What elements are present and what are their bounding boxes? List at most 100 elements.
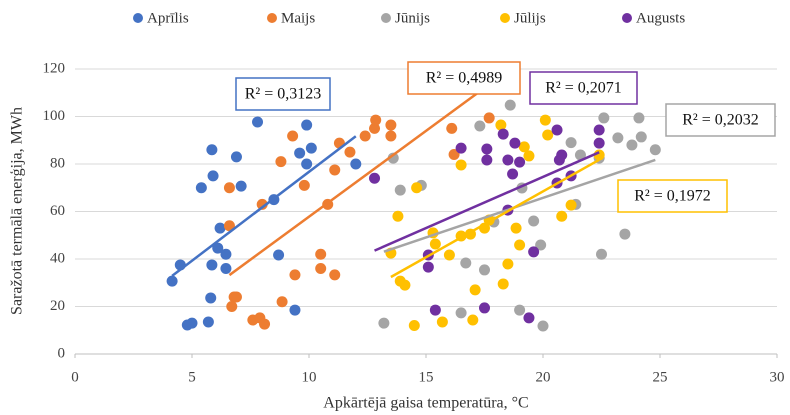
- x-tick-label: 30: [770, 369, 785, 385]
- point: [518, 141, 530, 153]
- point: [467, 314, 479, 326]
- point: [220, 263, 232, 274]
- point: [429, 304, 441, 316]
- point: [556, 149, 568, 161]
- y-axis-title: Saražotā termālā enerģija, MWh: [9, 107, 26, 315]
- trendline-label-box: [529, 71, 638, 105]
- point: [399, 279, 411, 291]
- y-tick-label: 100: [43, 108, 66, 124]
- point: [479, 264, 490, 276]
- point: [455, 142, 467, 154]
- point: [443, 249, 455, 261]
- point: [315, 263, 327, 274]
- trendline-label-box: [665, 103, 776, 137]
- point: [509, 137, 521, 149]
- point: [596, 248, 607, 260]
- point: [528, 215, 540, 227]
- point: [460, 257, 472, 269]
- legend-marker: [500, 13, 510, 23]
- point: [474, 120, 486, 132]
- legend-marker: [622, 13, 632, 23]
- point: [593, 124, 605, 136]
- point: [230, 151, 242, 163]
- point: [507, 168, 519, 180]
- legend-marker: [133, 13, 143, 23]
- trendline: [228, 83, 490, 277]
- point: [481, 154, 493, 166]
- point: [483, 112, 495, 124]
- legend-label: Jūnijs: [395, 10, 430, 26]
- x-tick-label: 20: [536, 369, 551, 385]
- point: [551, 124, 563, 136]
- point: [497, 128, 509, 140]
- point: [542, 129, 554, 141]
- point: [565, 137, 577, 149]
- point: [220, 248, 232, 260]
- point: [369, 122, 381, 134]
- point: [539, 114, 551, 126]
- point: [344, 146, 356, 158]
- point: [385, 130, 397, 142]
- point: [223, 220, 235, 232]
- trendline-label-box: [407, 61, 521, 95]
- point: [411, 182, 423, 194]
- point: [422, 261, 434, 273]
- point: [206, 144, 218, 156]
- point: [436, 316, 448, 328]
- point: [195, 182, 207, 194]
- point: [252, 116, 264, 128]
- point: [523, 312, 535, 324]
- point: [206, 259, 218, 271]
- y-tick-label: 40: [50, 250, 65, 266]
- point: [273, 249, 285, 261]
- point: [635, 131, 647, 143]
- legend-label: Jūlijs: [514, 10, 546, 26]
- trendline-label-box: [617, 179, 728, 213]
- point: [298, 179, 310, 191]
- point: [289, 304, 301, 316]
- point: [166, 275, 178, 287]
- point: [385, 119, 397, 131]
- x-axis-title: Apkārtējā gaisa temperatūra, °C: [323, 395, 528, 412]
- point: [523, 150, 535, 162]
- point: [574, 149, 586, 161]
- point: [446, 122, 458, 134]
- point: [394, 184, 406, 196]
- point: [370, 114, 382, 126]
- point: [230, 291, 242, 303]
- point: [223, 182, 235, 194]
- trendline-label: R² = 0,1972: [634, 188, 711, 205]
- point: [378, 317, 390, 329]
- point: [649, 144, 661, 156]
- point: [186, 317, 198, 329]
- y-tick-label: 20: [50, 298, 65, 314]
- legend-label: Aprīlis: [147, 10, 189, 26]
- y-tick-label: 120: [43, 60, 66, 76]
- x-tick-label: 25: [653, 369, 668, 385]
- x-tick-label: 10: [302, 369, 317, 385]
- point: [301, 119, 313, 131]
- trendline-label: R² = 0,2071: [545, 80, 622, 97]
- point: [301, 158, 313, 170]
- point: [214, 222, 226, 234]
- point: [502, 154, 514, 166]
- legend-label: Maijs: [281, 10, 315, 26]
- legend-label: Augusts: [636, 10, 685, 26]
- point: [276, 296, 288, 308]
- trendline-label: R² = 0,4989: [426, 70, 503, 87]
- trendline-label-box: [235, 77, 331, 111]
- point: [359, 130, 371, 142]
- legend-marker: [267, 13, 277, 23]
- point: [556, 210, 568, 222]
- trendline-label: R² = 0,2032: [682, 112, 759, 129]
- point: [408, 320, 420, 331]
- point: [535, 239, 547, 251]
- x-tick-label: 0: [71, 369, 79, 385]
- point: [294, 147, 306, 159]
- point: [510, 222, 522, 234]
- x-tick-label: 15: [419, 369, 434, 385]
- point: [289, 269, 301, 281]
- point: [455, 307, 467, 319]
- point: [275, 156, 287, 168]
- point: [593, 137, 605, 149]
